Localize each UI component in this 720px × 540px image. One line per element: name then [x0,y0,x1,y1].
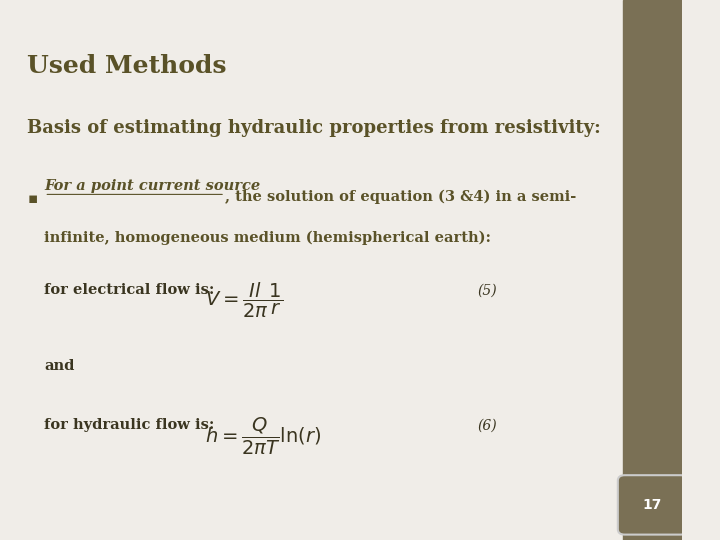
Text: for hydraulic flow is:: for hydraulic flow is: [45,418,215,433]
Text: , the solution of equation (3 &4) in a semi-: , the solution of equation (3 &4) in a s… [225,190,576,205]
Text: (6): (6) [477,418,497,433]
Text: Basis of estimating hydraulic properties from resistivity:: Basis of estimating hydraulic properties… [27,119,601,137]
Text: 17: 17 [643,498,662,512]
Text: and: and [45,359,75,373]
Text: For a point current source: For a point current source [45,179,261,193]
Bar [624,0,682,540]
FancyBboxPatch shape [618,475,688,535]
Text: for electrical flow is:: for electrical flow is: [45,284,215,298]
Text: Used Methods: Used Methods [27,54,227,78]
Text: $V = \dfrac{Il}{2\pi}\dfrac{1}{r}$: $V = \dfrac{Il}{2\pi}\dfrac{1}{r}$ [204,281,283,320]
Text: ▪: ▪ [27,192,37,206]
Text: infinite, homogeneous medium (hemispherical earth):: infinite, homogeneous medium (hemispheri… [45,231,491,245]
Text: (5): (5) [477,284,497,298]
Text: $h = \dfrac{Q}{2\pi T}\ln(r)$: $h = \dfrac{Q}{2\pi T}\ln(r)$ [204,416,320,457]
